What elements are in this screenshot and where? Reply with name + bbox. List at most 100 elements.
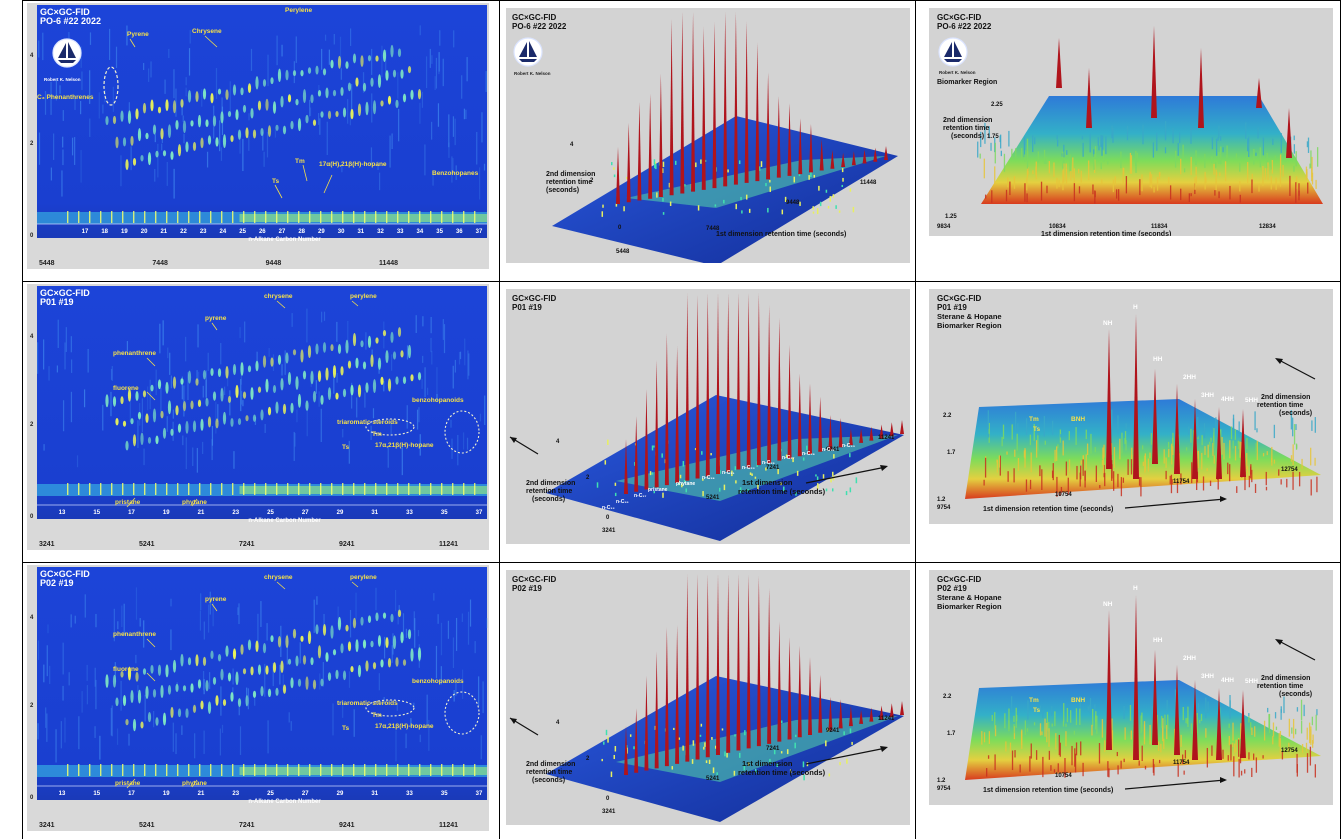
biomarker-texture xyxy=(1290,410,1293,430)
biomarker-texture xyxy=(1044,440,1046,445)
contour-peak xyxy=(125,159,129,171)
alkane-peak xyxy=(342,764,344,776)
contour-peak xyxy=(400,69,404,79)
biomarker-region: Biomarker Region xyxy=(937,321,1002,330)
contour-streak xyxy=(203,679,205,695)
biomarker-texture xyxy=(987,410,989,430)
biomarker-texture xyxy=(1254,411,1256,431)
surface-minor-peak xyxy=(757,484,759,490)
contour-streak xyxy=(401,447,403,476)
alkane-spike xyxy=(756,575,761,747)
contour-peak xyxy=(155,150,159,158)
biomarker-texture xyxy=(1191,462,1193,484)
alkane-spike xyxy=(716,293,720,474)
contour-peak xyxy=(182,685,187,692)
surface-minor-peak xyxy=(783,486,785,492)
contour-streak xyxy=(80,46,82,68)
biomarker-texture xyxy=(1283,696,1285,714)
biomarker-texture xyxy=(1122,477,1125,483)
contour-peak xyxy=(327,110,332,120)
contour-peak xyxy=(347,641,352,652)
contour-streak xyxy=(349,609,352,638)
biomarker-texture xyxy=(1230,426,1233,440)
surface-minor-peak xyxy=(682,461,685,467)
biomarker-texture xyxy=(1063,144,1065,158)
surface-minor-peak xyxy=(795,491,797,496)
biomarker-texture xyxy=(1244,769,1246,774)
contour-streak xyxy=(87,348,89,373)
contour-streak xyxy=(135,587,138,620)
biomarker-texture xyxy=(1092,184,1094,195)
contour-peak xyxy=(315,624,319,635)
compound-label: 17α,21β(H)-hopane xyxy=(375,442,434,449)
biomarker-xtick: 11834 xyxy=(1151,224,1168,230)
biomarker-peak xyxy=(1106,329,1112,469)
biomarker-peak xyxy=(1216,688,1222,760)
contour-streak xyxy=(65,327,67,352)
biomarker-texture xyxy=(1048,728,1050,743)
biomarker-texture xyxy=(1013,176,1016,189)
biomarker-texture xyxy=(1281,751,1284,760)
surface-minor-peak xyxy=(702,478,704,481)
contour-streak xyxy=(38,132,41,165)
surface-minor-peak xyxy=(711,737,713,740)
contour-peak xyxy=(187,370,192,384)
alkane-peak xyxy=(155,764,157,776)
contour-peak xyxy=(330,344,334,352)
table-vline xyxy=(22,0,23,839)
contour-streak xyxy=(76,455,79,468)
surface-minor-peak xyxy=(754,768,757,774)
contour-peak xyxy=(360,55,364,67)
contour-streak xyxy=(452,158,454,175)
contour-peak xyxy=(355,357,359,369)
contour-peak xyxy=(125,718,129,726)
contour-streak xyxy=(378,172,381,191)
biomarker-texture xyxy=(1141,745,1143,762)
contour-peak xyxy=(160,410,164,419)
contour-streak xyxy=(43,339,45,370)
contour-streak xyxy=(442,58,444,87)
leader-line xyxy=(351,581,359,588)
contour-streak xyxy=(154,134,156,143)
contour-peak xyxy=(120,396,124,405)
contour-streak xyxy=(149,379,151,410)
biomarker-texture xyxy=(1084,470,1086,481)
rt-tick-label: 5241 xyxy=(139,822,155,829)
contour-peak xyxy=(202,88,207,100)
biomarker-texture xyxy=(1295,443,1298,450)
contour-peak xyxy=(292,628,297,639)
surface-minor-peak xyxy=(614,492,617,497)
biomarker-texture xyxy=(1141,445,1144,450)
biomarker-texture xyxy=(1152,142,1155,158)
biomarker-texture xyxy=(1037,433,1039,452)
contour-streak xyxy=(172,409,174,419)
axis-arrow xyxy=(805,747,887,765)
carbon-axis-label: n-Alkane Carbon Number xyxy=(248,518,321,524)
biomarker-texture xyxy=(1065,723,1067,727)
contour-peak xyxy=(112,396,117,407)
biomarker-texture xyxy=(1078,186,1081,194)
biomarker-ylabel: (seconds) xyxy=(1279,410,1312,417)
surface-minor-peak xyxy=(683,480,686,483)
alkane-peak xyxy=(89,211,91,223)
contour-streak xyxy=(205,370,207,401)
compound-label: Chrysene xyxy=(192,28,222,35)
contour-sample: P02 #19 xyxy=(40,578,74,588)
contour-streak xyxy=(480,735,482,760)
biomarker-texture xyxy=(1124,727,1126,740)
compound-label: Ts xyxy=(272,178,279,185)
contour-streak xyxy=(219,728,221,756)
contour-peak xyxy=(302,89,307,104)
contour-peak xyxy=(262,355,267,368)
biomarker-texture xyxy=(1116,751,1118,757)
contour-peak xyxy=(105,115,109,126)
contour-streak xyxy=(319,673,321,690)
contour-streak xyxy=(74,615,76,624)
contour-streak xyxy=(194,733,196,759)
contour-peak xyxy=(367,55,372,62)
biomarker-texture xyxy=(1239,194,1241,203)
contour-peak xyxy=(265,98,269,111)
contour-peak xyxy=(290,677,294,689)
biomarker-texture xyxy=(1048,722,1050,733)
biomarker-texture xyxy=(1096,715,1098,734)
